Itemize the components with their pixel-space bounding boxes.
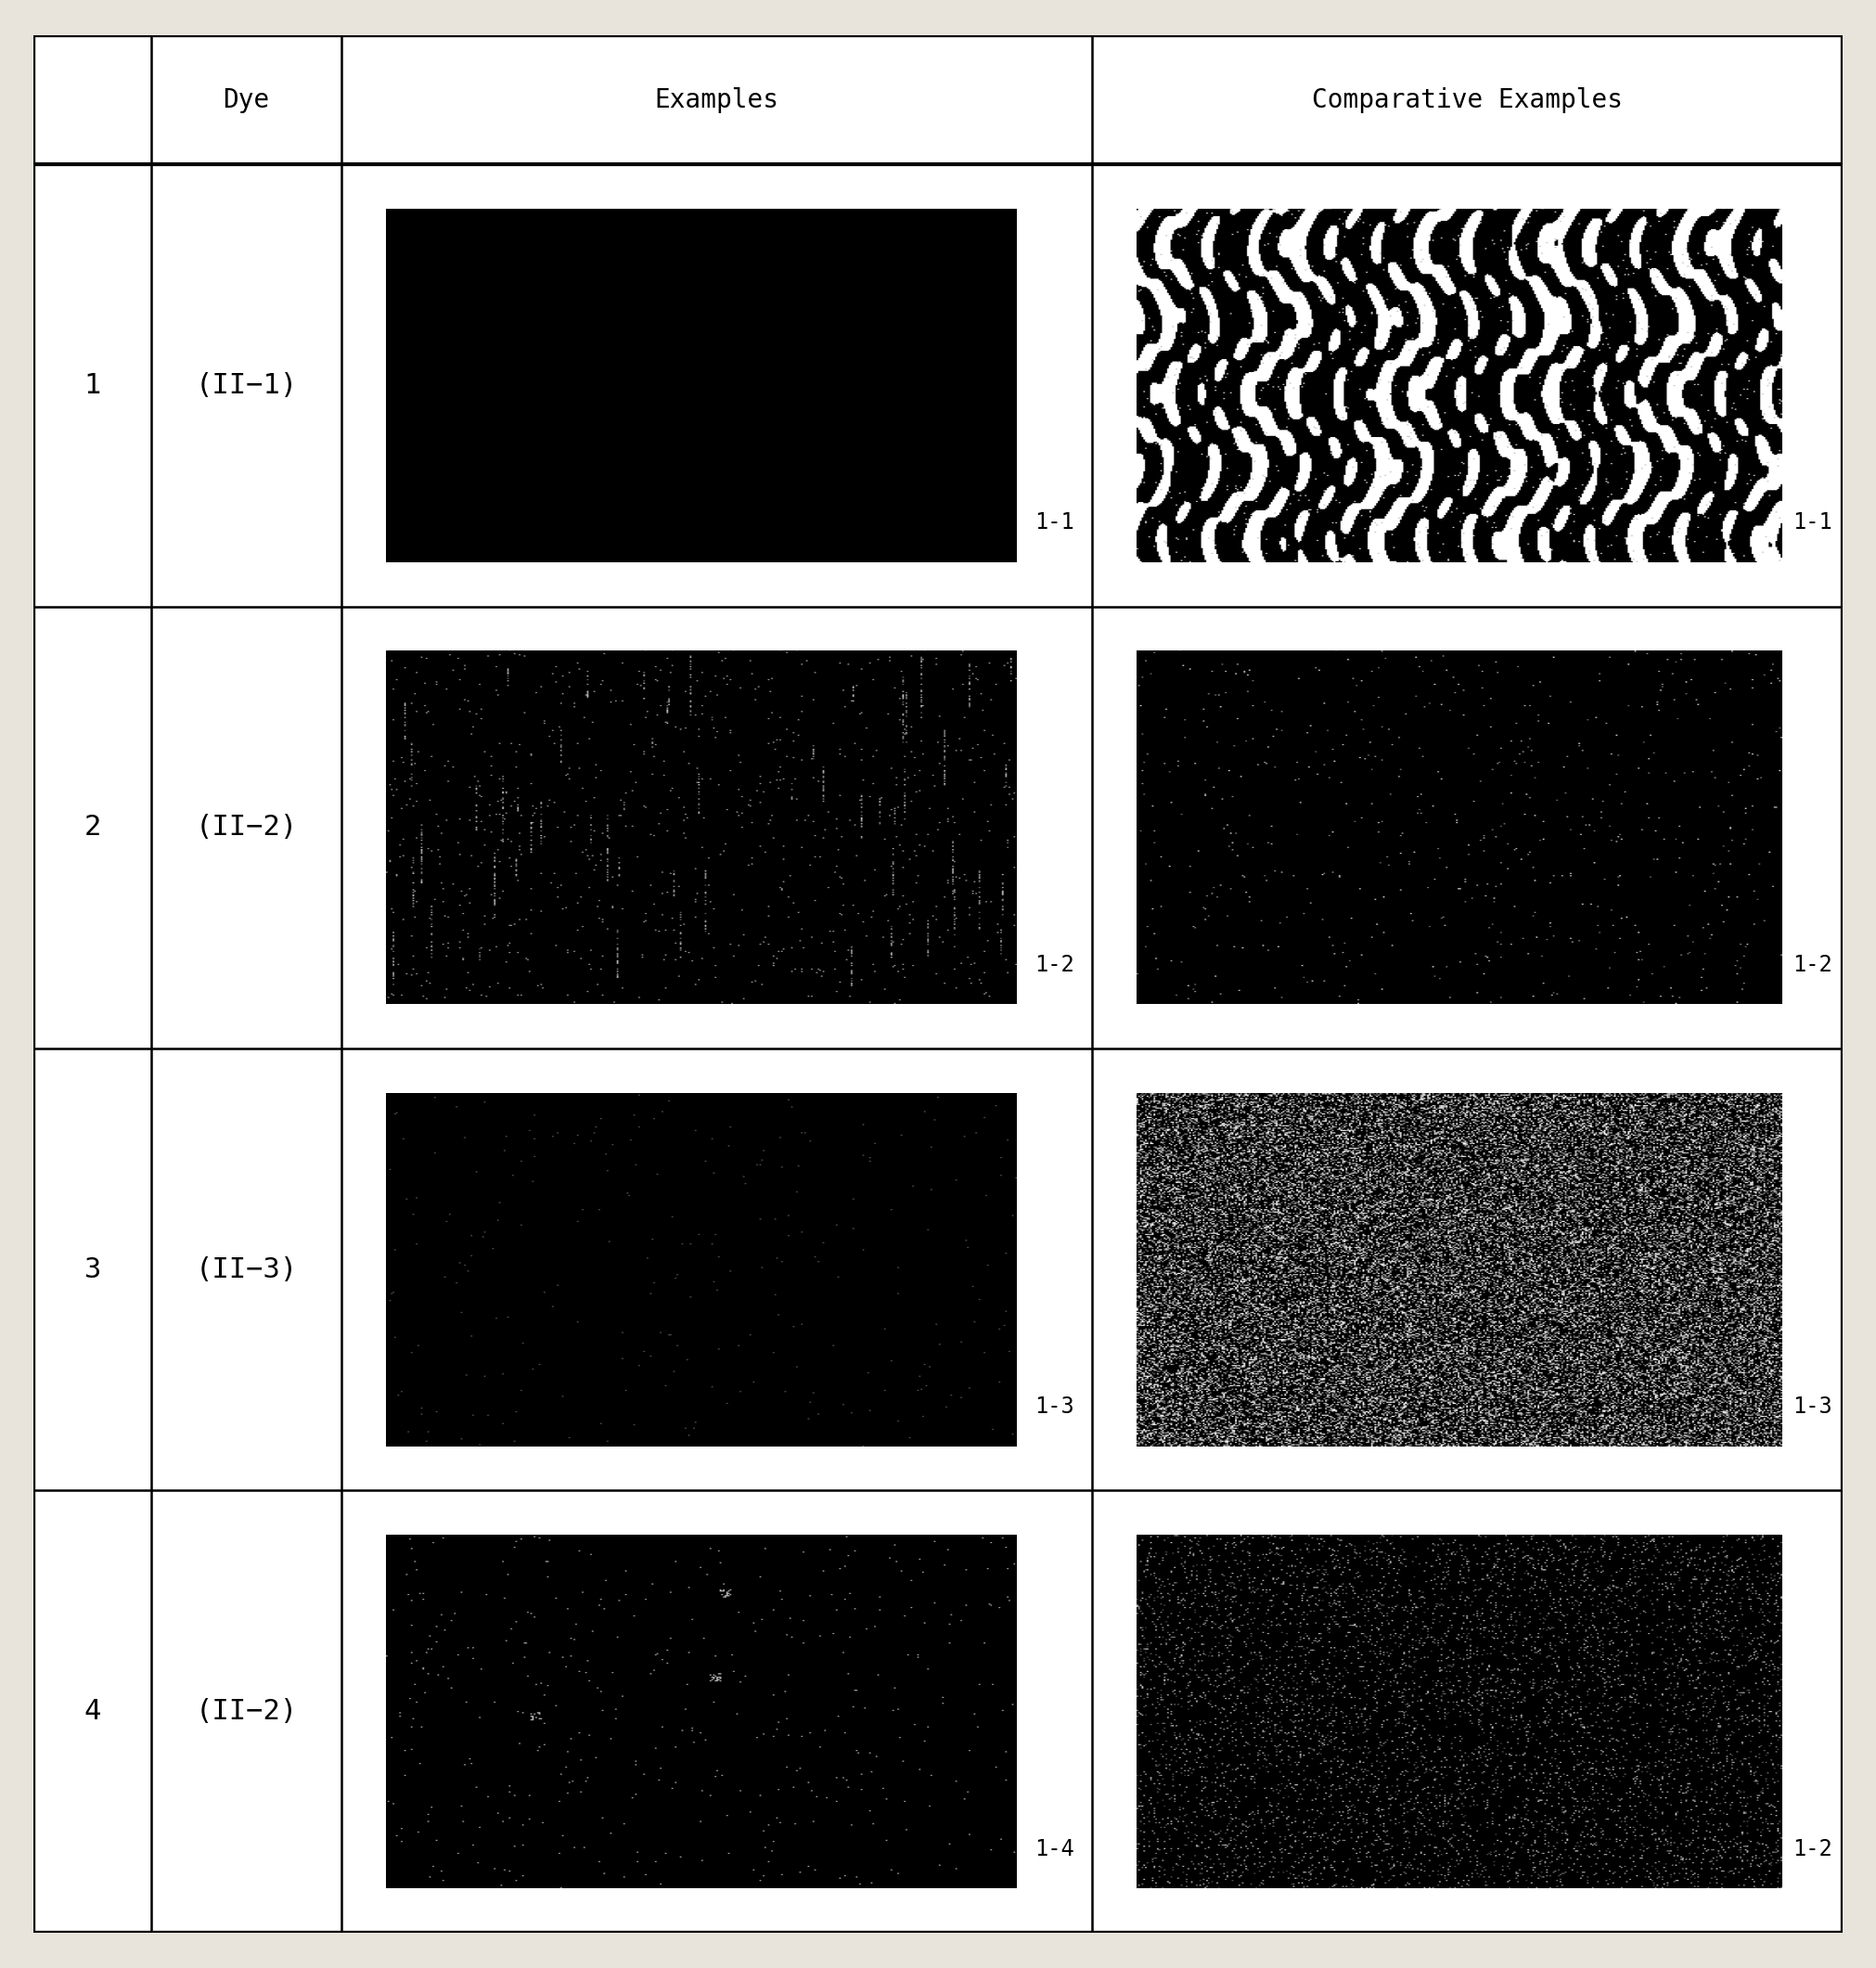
Text: Comparative Examples: Comparative Examples	[1311, 87, 1623, 112]
Text: Examples: Examples	[655, 87, 779, 112]
Text: 1-4: 1-4	[1034, 1838, 1075, 1860]
Text: (II−2): (II−2)	[195, 815, 298, 840]
Text: 1-2: 1-2	[1792, 1838, 1833, 1860]
Text: 1-3: 1-3	[1792, 1395, 1833, 1419]
Text: 1-1: 1-1	[1792, 512, 1833, 533]
Text: (II−2): (II−2)	[195, 1698, 298, 1726]
Text: 1: 1	[84, 372, 101, 400]
Text: 1-3: 1-3	[1034, 1395, 1075, 1419]
Text: (II−1): (II−1)	[195, 372, 298, 400]
Text: (II−3): (II−3)	[195, 1256, 298, 1283]
Text: 1-2: 1-2	[1792, 954, 1833, 976]
Text: 4: 4	[84, 1698, 101, 1726]
Text: Dye: Dye	[223, 87, 270, 112]
Text: 1-1: 1-1	[1034, 512, 1075, 533]
Text: 3: 3	[84, 1256, 101, 1283]
Text: 2: 2	[84, 815, 101, 840]
Text: 1-2: 1-2	[1034, 954, 1075, 976]
